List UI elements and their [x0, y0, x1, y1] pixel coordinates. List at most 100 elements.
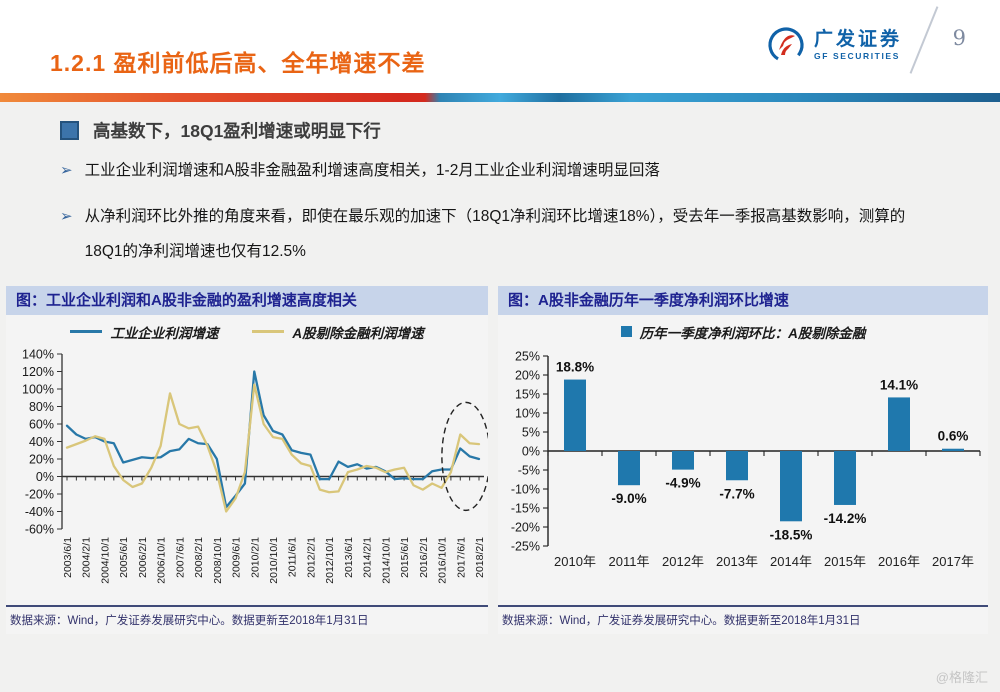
left-chart-panel: 图：工业企业利润和A股非金融的盈利增速高度相关 工业企业利润增速 A股剔除金融利… [6, 285, 488, 634]
svg-text:10%: 10% [515, 406, 540, 420]
svg-text:40%: 40% [29, 435, 54, 449]
svg-text:2008/10/1: 2008/10/1 [212, 537, 224, 584]
svg-text:2008/2/1: 2008/2/1 [193, 537, 205, 578]
left-source-note: 数据来源：Wind，广发证券发展研究中心。数据更新至2018年1月31日 [10, 614, 369, 627]
svg-text:-9.0%: -9.0% [611, 491, 646, 506]
svg-text:-4.9%: -4.9% [665, 476, 700, 491]
svg-text:-25%: -25% [511, 539, 540, 553]
svg-text:2016/10/1: 2016/10/1 [437, 537, 449, 584]
svg-text:2010年: 2010年 [554, 554, 596, 569]
blue-square-swatch [620, 326, 632, 338]
arrow-bullet-icon: ➢ [60, 162, 73, 179]
svg-text:2014年: 2014年 [770, 554, 812, 569]
gf-logo-icon [768, 27, 804, 63]
svg-text:2009/6/1: 2009/6/1 [231, 537, 243, 578]
logo-text: 广发证券 GF SECURITIES [814, 30, 902, 61]
svg-text:2013/6/1: 2013/6/1 [343, 537, 355, 578]
svg-text:2015年: 2015年 [824, 554, 866, 569]
left-chart-title: 图：工业企业利润和A股非金融的盈利增速高度相关 [6, 285, 488, 315]
legend-item-industrial: 工业企业利润增速 [70, 322, 218, 342]
bullet-text: 从净利润环比外推的角度来看，即使在最乐观的加速下（18Q1净利润环比增速18%）… [84, 207, 906, 261]
svg-text:140%: 140% [22, 347, 54, 361]
bullet-list: ➢ 工业企业利润增速和A股非金融盈利增速高度相关，1-2月工业企业利润增速明显回… [60, 153, 940, 270]
svg-text:2004/2/1: 2004/2/1 [81, 537, 93, 578]
right-chart-panel: 图：A股非金融历年一季度净利润环比增速 历年一季度净利润环比：A股剔除金融 25… [498, 285, 988, 634]
svg-text:2013年: 2013年 [716, 554, 758, 569]
svg-text:2018/2/1: 2018/2/1 [474, 537, 486, 578]
right-chart-legend: 历年一季度净利润环比：A股剔除金融 [498, 322, 988, 342]
svg-text:-40%: -40% [25, 505, 54, 519]
charts-row: 图：工业企业利润和A股非金融的盈利增速高度相关 工业企业利润增速 A股剔除金融利… [0, 285, 1000, 634]
footer-rule [6, 604, 488, 607]
svg-text:2003/6/1: 2003/6/1 [62, 537, 74, 578]
svg-text:18.8%: 18.8% [556, 359, 594, 374]
left-chart-legend: 工业企业利润增速 A股剔除金融利润增速 [6, 322, 488, 342]
svg-text:-15%: -15% [511, 501, 540, 515]
svg-text:2011年: 2011年 [609, 554, 650, 569]
svg-text:2016/2/1: 2016/2/1 [418, 537, 430, 578]
svg-text:-20%: -20% [511, 520, 540, 534]
svg-text:2010/2/1: 2010/2/1 [249, 537, 261, 578]
svg-text:0.6%: 0.6% [938, 429, 969, 444]
svg-text:2014/10/1: 2014/10/1 [380, 537, 392, 584]
logo-name-cn: 广发证券 [813, 28, 902, 50]
svg-text:2006/2/1: 2006/2/1 [137, 537, 149, 578]
svg-text:2010/10/1: 2010/10/1 [268, 537, 280, 584]
svg-text:100%: 100% [22, 382, 54, 396]
svg-text:0%: 0% [36, 470, 54, 484]
gradient-divider [0, 93, 1000, 102]
legend-label: A股剔除金融利润增速 [292, 325, 424, 341]
svg-text:-20%: -20% [25, 487, 54, 501]
svg-text:2017/6/1: 2017/6/1 [455, 537, 467, 578]
footer-rule [498, 604, 988, 607]
right-chart-footer: 数据来源：Wind，广发证券发展研究中心。数据更新至2018年1月31日 [498, 604, 988, 634]
gf-securities-logo: 广发证券 GF SECURITIES [765, 24, 902, 66]
right-source-note: 数据来源：Wind，广发证券发展研究中心。数据更新至2018年1月31日 [502, 614, 861, 627]
svg-text:-14.2%: -14.2% [824, 511, 867, 526]
square-bullet-icon [60, 121, 79, 140]
svg-text:-5%: -5% [518, 463, 540, 477]
svg-text:-7.7%: -7.7% [719, 486, 754, 501]
page-number: 9 [952, 26, 966, 50]
section-heading-text: 高基数下，18Q1盈利增速或明显下行 [93, 121, 381, 141]
arrow-bullet-icon: ➢ [60, 207, 73, 225]
svg-text:-60%: -60% [25, 522, 54, 536]
content-area: 高基数下，18Q1盈利增速或明显下行 ➢ 工业企业利润增速和A股非金融盈利增速高… [0, 102, 1000, 692]
svg-text:2012/2/1: 2012/2/1 [305, 537, 317, 578]
watermark: @格隆汇 [935, 670, 988, 685]
section-heading: 高基数下，18Q1盈利增速或明显下行 [60, 118, 1000, 143]
svg-text:2015/6/1: 2015/6/1 [399, 537, 411, 578]
blue-line-swatch [70, 330, 103, 334]
right-chart-title: 图：A股非金融历年一季度净利润环比增速 [498, 285, 988, 315]
svg-text:20%: 20% [29, 452, 54, 466]
svg-text:2004/10/1: 2004/10/1 [99, 537, 111, 584]
left-chart-footer: 数据来源：Wind，广发证券发展研究中心。数据更新至2018年1月31日 [6, 604, 488, 634]
logo-name-en: GF SECURITIES [813, 50, 900, 61]
svg-text:2014/2/1: 2014/2/1 [362, 537, 374, 578]
svg-text:20%: 20% [515, 368, 540, 382]
svg-text:2012/10/1: 2012/10/1 [324, 537, 336, 584]
legend-label: 历年一季度净利润环比：A股剔除金融 [639, 325, 866, 341]
header: 1.2.1 盈利前低后高、全年增速不差 广发证券 GF SECURITIES 9 [0, 0, 1000, 93]
svg-text:2005/6/1: 2005/6/1 [118, 537, 130, 578]
svg-text:2017年: 2017年 [932, 554, 974, 569]
slash-decoration [909, 6, 939, 74]
svg-text:-10%: -10% [511, 482, 540, 496]
svg-text:2006/10/1: 2006/10/1 [156, 537, 168, 584]
svg-text:120%: 120% [22, 365, 54, 379]
svg-text:60%: 60% [29, 417, 54, 431]
svg-text:15%: 15% [515, 387, 540, 401]
page-title: 1.2.1 盈利前低后高、全年增速不差 [50, 50, 426, 76]
svg-text:14.1%: 14.1% [880, 377, 918, 392]
svg-text:5%: 5% [522, 425, 540, 439]
yellow-line-swatch [252, 330, 285, 334]
svg-text:2016年: 2016年 [878, 554, 920, 569]
legend-item-ashare: A股剔除金融利润增速 [252, 322, 424, 342]
q1-qoq-bar-chart: 25% 20% 15% 10% 5% 0% -5% -10% -15% -20% -25% 18.8%… [511, 349, 981, 569]
bullet-text: 工业企业利润增速和A股非金融盈利增速高度相关，1-2月工业企业利润增速明显回落 [84, 162, 660, 179]
legend-label: 工业企业利润增速 [110, 325, 219, 341]
svg-text:25%: 25% [515, 349, 540, 363]
svg-text:80%: 80% [29, 400, 54, 414]
profit-growth-line-chart: 140% 120% 100% 80% 60% 40% 20% 0% -20% -40% -60% 20… [22, 347, 488, 584]
